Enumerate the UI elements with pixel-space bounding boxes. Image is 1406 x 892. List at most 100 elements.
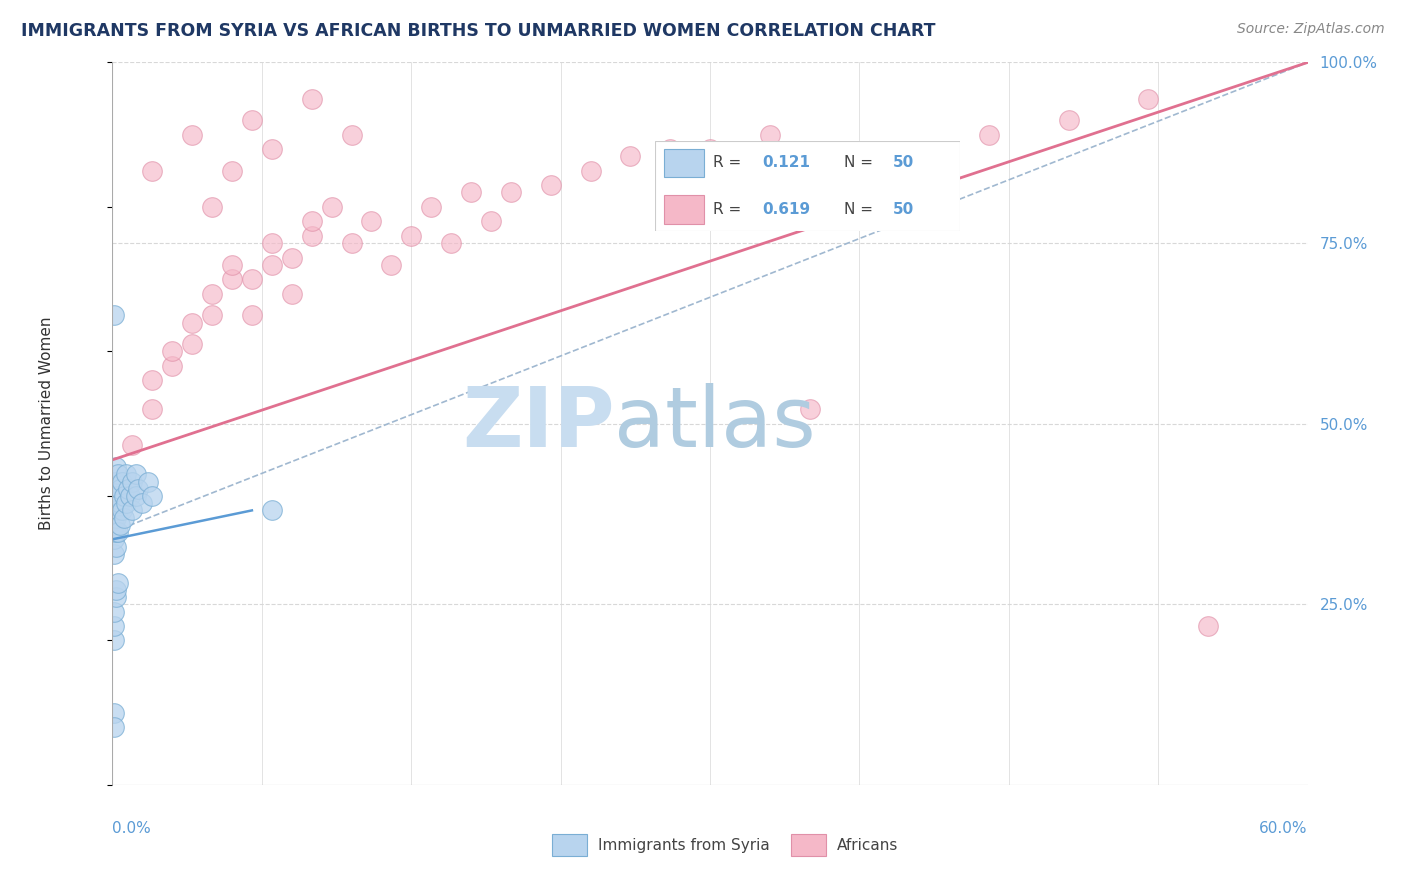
Point <box>380 258 402 272</box>
Point <box>141 489 163 503</box>
Point <box>110 517 132 532</box>
Text: IMMIGRANTS FROM SYRIA VS AFRICAN BIRTHS TO UNMARRIED WOMEN CORRELATION CHART: IMMIGRANTS FROM SYRIA VS AFRICAN BIRTHS … <box>21 22 935 40</box>
Point <box>105 582 128 597</box>
Text: atlas: atlas <box>614 384 815 464</box>
Point <box>281 286 304 301</box>
Point <box>103 475 125 489</box>
Point <box>121 475 143 489</box>
Text: 50: 50 <box>893 202 914 217</box>
Text: 0.121: 0.121 <box>762 155 810 170</box>
Point <box>181 128 204 142</box>
Point <box>301 228 323 243</box>
FancyBboxPatch shape <box>655 142 960 231</box>
Point <box>759 128 782 142</box>
Point <box>579 164 602 178</box>
Point <box>103 633 125 648</box>
Text: R =: R = <box>713 155 747 170</box>
Point <box>103 309 125 323</box>
Point <box>301 91 323 105</box>
Text: 0.0%: 0.0% <box>112 821 152 836</box>
Text: Births to Unmarried Women: Births to Unmarried Women <box>39 317 55 531</box>
Point <box>105 510 128 524</box>
Point <box>260 503 283 517</box>
Point <box>240 272 263 286</box>
Text: Immigrants from Syria: Immigrants from Syria <box>599 838 770 853</box>
Point <box>260 235 283 250</box>
Point <box>103 720 125 734</box>
Text: R =: R = <box>713 202 747 217</box>
Point <box>103 517 125 532</box>
Point <box>162 344 183 359</box>
Point <box>103 489 125 503</box>
Point <box>977 128 1000 142</box>
Point <box>103 605 125 619</box>
Point <box>105 496 128 510</box>
Point <box>281 251 304 265</box>
Point <box>201 309 224 323</box>
Point <box>440 235 463 250</box>
Text: N =: N = <box>845 155 879 170</box>
Point <box>114 489 135 503</box>
Point <box>105 590 128 604</box>
Text: ZIP: ZIP <box>463 384 614 464</box>
Point <box>460 186 482 200</box>
Point <box>221 164 243 178</box>
Point <box>162 359 183 373</box>
Point <box>240 309 263 323</box>
Point <box>131 496 153 510</box>
Point <box>540 178 562 193</box>
Point <box>659 142 682 156</box>
Point <box>107 467 129 482</box>
Point <box>260 258 283 272</box>
Point <box>619 149 641 163</box>
Point <box>105 460 128 475</box>
Bar <box>665 149 704 178</box>
Point <box>699 142 721 156</box>
Point <box>201 286 224 301</box>
Point <box>105 540 128 554</box>
Point <box>1137 91 1160 105</box>
Point <box>105 475 128 489</box>
Point <box>340 235 363 250</box>
Text: 60.0%: 60.0% <box>1260 821 1308 836</box>
Point <box>121 438 143 452</box>
Point <box>125 489 148 503</box>
Point <box>898 156 921 170</box>
Point <box>499 186 522 200</box>
Point <box>360 214 382 228</box>
Point <box>260 142 283 156</box>
Point <box>818 164 841 178</box>
Point <box>107 489 129 503</box>
Point <box>111 503 134 517</box>
Point <box>111 475 134 489</box>
Point <box>127 482 149 496</box>
Point <box>103 533 125 547</box>
Point <box>221 272 243 286</box>
Point <box>110 482 132 496</box>
Point <box>103 482 125 496</box>
Point <box>103 547 125 561</box>
Point <box>103 503 125 517</box>
Point <box>125 467 148 482</box>
Text: 0.619: 0.619 <box>762 202 810 217</box>
Point <box>221 258 243 272</box>
Point <box>340 128 363 142</box>
Point <box>321 200 343 214</box>
Point <box>240 113 263 128</box>
Point <box>420 200 443 214</box>
Text: Africans: Africans <box>838 838 898 853</box>
Point <box>110 496 132 510</box>
Text: N =: N = <box>845 202 879 217</box>
Point <box>1197 619 1219 633</box>
Point <box>107 575 129 590</box>
Point <box>103 524 125 539</box>
Point <box>121 503 143 517</box>
Point <box>103 619 125 633</box>
Point <box>799 402 821 417</box>
Point <box>117 482 139 496</box>
Point <box>138 475 160 489</box>
Text: 50: 50 <box>893 155 914 170</box>
Point <box>141 402 163 417</box>
Point <box>115 496 138 510</box>
Point <box>103 510 125 524</box>
